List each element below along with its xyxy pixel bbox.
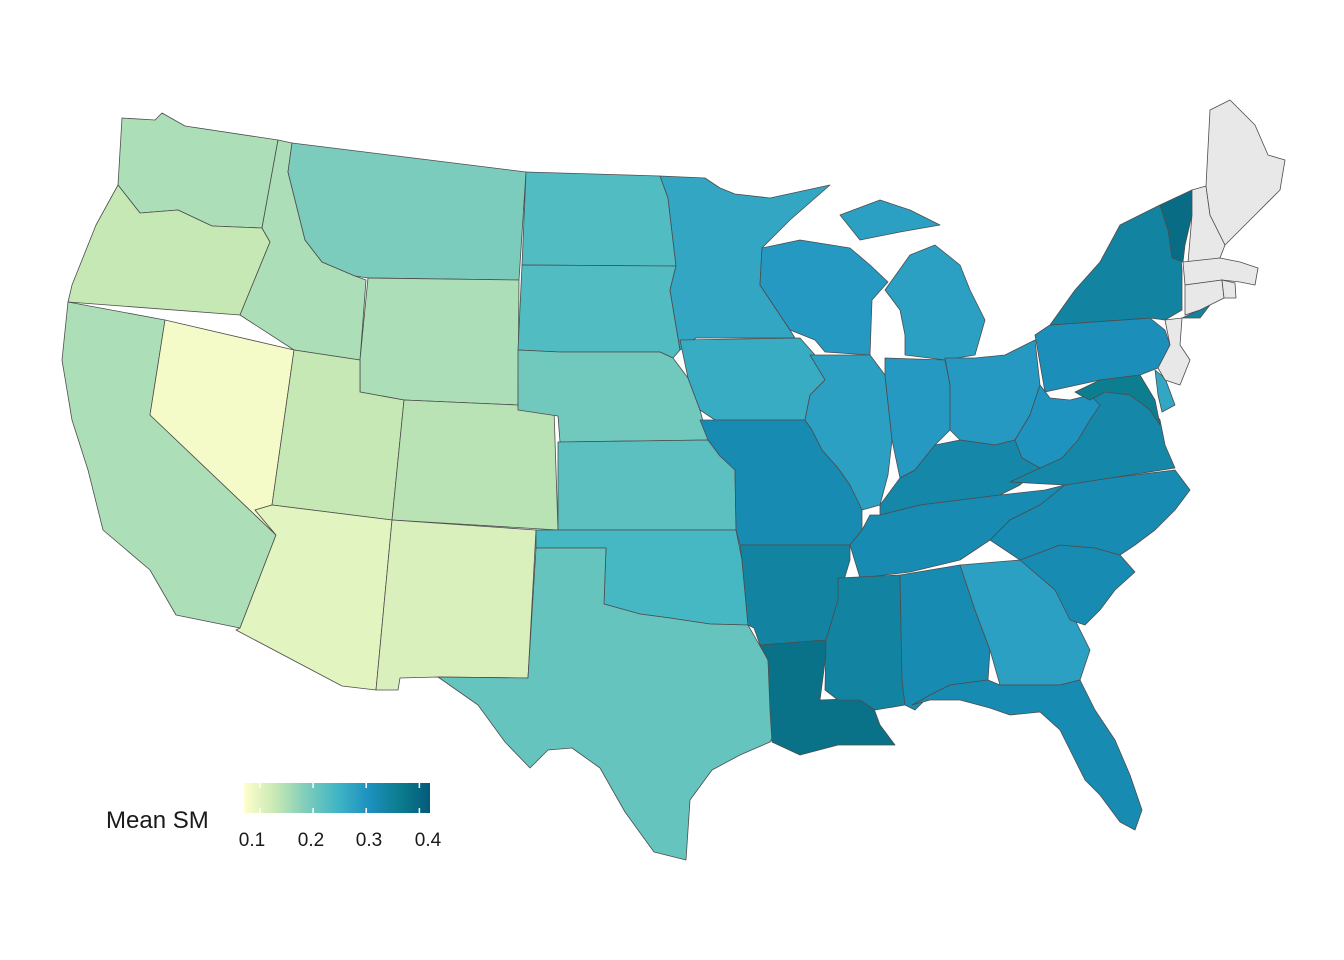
state-sd [517,264,681,359]
state-nm [375,519,537,691]
state-wy [359,277,520,406]
state-ri [1221,279,1237,299]
state-fl [911,679,1143,831]
legend-tick-label: 0.4 [415,830,442,851]
state-wi [759,239,889,356]
state-wv [1014,384,1101,469]
state-tn [849,484,1066,579]
state-tx [437,547,775,861]
state-md [1074,374,1161,426]
state-ct [1184,279,1225,316]
state-la [759,639,896,756]
state-nj [1157,317,1191,386]
legend: Mean SM 0.1 0.2 0.3 0.4 [106,783,442,851]
state-mi [839,199,986,361]
legend-tick-label: 0.1 [239,830,265,851]
legend-tick-label: 0.3 [356,830,382,851]
state-nd [521,171,677,267]
state-me [1205,99,1286,246]
state-nc [989,469,1191,561]
state-wa [117,112,279,229]
states-layer [61,99,1286,861]
legend-colorbar [244,783,430,813]
legend-title: Mean SM [106,807,209,834]
legend-ticks [259,783,421,813]
state-ia [679,337,826,421]
state-ks [557,439,737,531]
state-co [391,399,559,531]
state-mt [287,142,527,281]
legend-tick-label: 0.2 [298,830,324,851]
